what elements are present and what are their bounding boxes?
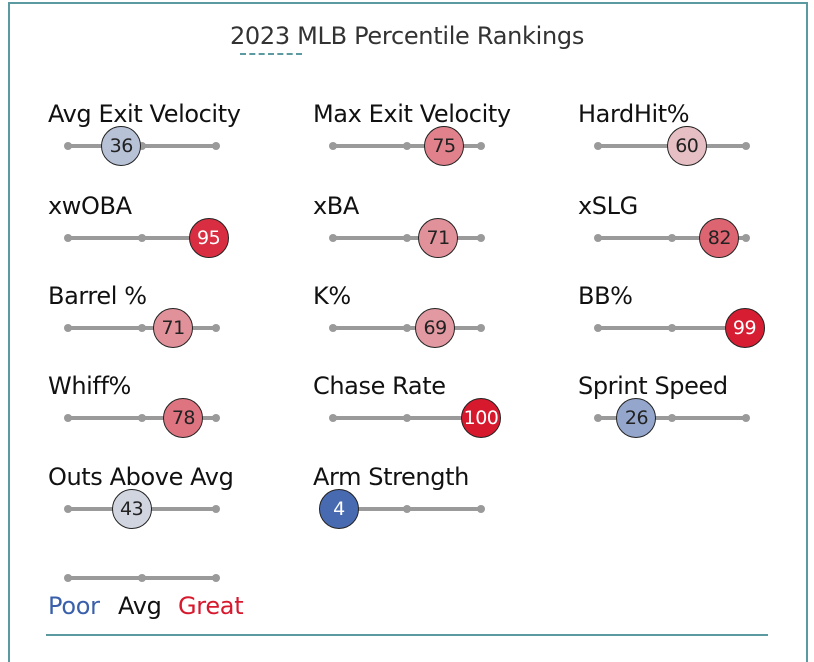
tick-mid	[668, 234, 676, 242]
bottom-rule	[46, 634, 768, 636]
stat-hardhit: HardHit% 60	[578, 100, 798, 185]
legend-avg: Avg	[118, 592, 162, 620]
tick-max	[477, 324, 485, 332]
stat-sprint-speed: Sprint Speed 26	[578, 372, 798, 457]
stat-label: Outs Above Avg	[48, 463, 234, 491]
legend-great: Great	[178, 592, 244, 620]
legend-poor: Poor	[48, 592, 100, 620]
stat-label: xBA	[313, 192, 359, 220]
stat-xslg: xSLG 82	[578, 192, 798, 277]
tick-min	[329, 234, 337, 242]
stat-whiff: Whiff% 78	[48, 372, 268, 457]
tick-mid	[403, 324, 411, 332]
chart-title: 2023 MLB Percentile Rankings	[229, 22, 585, 50]
tick-min	[594, 142, 602, 150]
stat-label: HardHit%	[578, 100, 690, 128]
stat-outs-above-avg: Outs Above Avg 43	[48, 463, 268, 548]
stat-barrel: Barrel % 71	[48, 282, 268, 367]
tick-min	[64, 234, 72, 242]
legend-tick-mid	[138, 574, 146, 582]
tick-mid	[138, 142, 146, 150]
stat-avg-exit-velocity: Avg Exit Velocity 36	[48, 100, 268, 185]
tick-mid	[668, 324, 676, 332]
percentile-marker: 75	[424, 126, 464, 166]
tick-max	[212, 142, 220, 150]
tick-min	[64, 505, 72, 513]
percentile-marker: 60	[666, 126, 707, 166]
legend-tick-max	[212, 574, 220, 582]
stat-xwoba: xwOBA 95	[48, 192, 268, 277]
tick-mid	[403, 505, 411, 513]
percentile-marker: 36	[101, 126, 142, 166]
tick-max	[477, 142, 485, 150]
stat-label: xSLG	[578, 192, 638, 220]
percentile-marker: 99	[724, 308, 765, 348]
tick-min	[329, 324, 337, 332]
percentile-marker: 95	[188, 218, 229, 258]
tick-min	[594, 234, 602, 242]
stat-label: Whiff%	[48, 372, 131, 400]
tick-min	[594, 414, 602, 422]
tick-max	[212, 414, 220, 422]
tick-min	[329, 414, 337, 422]
stat-label: Barrel %	[48, 282, 147, 310]
tick-mid	[138, 234, 146, 242]
percentile-marker: 100	[461, 398, 501, 438]
tick-max	[212, 505, 220, 513]
tick-min	[64, 414, 72, 422]
percentile-marker: 71	[153, 308, 194, 348]
stat-label: Arm Strength	[313, 463, 469, 491]
stat-label: K%	[313, 282, 351, 310]
tick-max	[742, 414, 750, 422]
stat-label: BB%	[578, 282, 633, 310]
tick-min	[64, 142, 72, 150]
percentile-marker: 82	[699, 218, 740, 258]
tick-min	[329, 142, 337, 150]
legend-tick-min	[64, 574, 72, 582]
chart-panel	[8, 2, 808, 662]
stat-label: Sprint Speed	[578, 372, 728, 400]
tick-max	[742, 234, 750, 242]
tick-mid	[403, 234, 411, 242]
tick-max	[212, 324, 220, 332]
tick-mid	[138, 414, 146, 422]
tick-max	[477, 234, 485, 242]
percentile-marker: 69	[415, 308, 456, 348]
stat-bb: BB% 99	[578, 282, 798, 367]
percentile-marker: 43	[111, 489, 152, 529]
tick-mid	[668, 414, 676, 422]
title-underline	[240, 53, 302, 55]
stat-max-exit-velocity: Max Exit Velocity 75	[313, 100, 533, 185]
tick-min	[594, 324, 602, 332]
tick-mid	[138, 324, 146, 332]
percentile-marker: 71	[418, 218, 459, 258]
tick-max	[742, 142, 750, 150]
tick-max	[477, 505, 485, 513]
tick-mid	[403, 414, 411, 422]
stat-label: Avg Exit Velocity	[48, 100, 241, 128]
percentile-marker: 26	[616, 398, 657, 438]
stat-label: xwOBA	[48, 192, 132, 220]
stat-k: K% 69	[313, 282, 533, 367]
stat-xba: xBA 71	[313, 192, 533, 277]
tick-mid	[403, 142, 411, 150]
percentile-marker: 78	[163, 398, 204, 438]
tick-min	[64, 324, 72, 332]
stat-label: Max Exit Velocity	[313, 100, 511, 128]
stat-chase-rate: Chase Rate 100	[313, 372, 533, 457]
percentile-marker: 4	[318, 489, 359, 529]
stat-arm-strength: Arm Strength 4	[313, 463, 533, 548]
stat-label: Chase Rate	[313, 372, 446, 400]
